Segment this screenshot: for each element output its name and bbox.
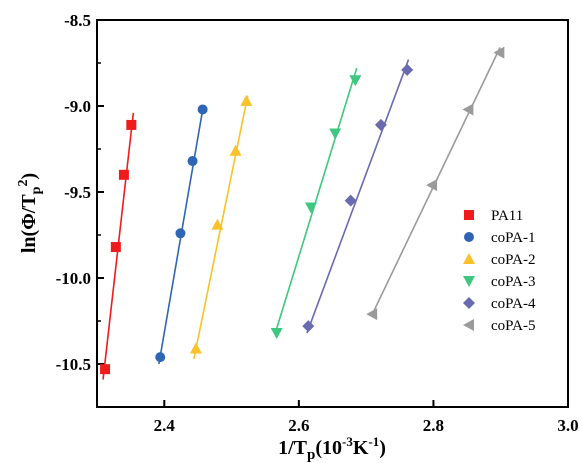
y-axis-title-main: ln(Φ/T bbox=[18, 194, 40, 253]
x-tick-label-1: 2.6 bbox=[288, 416, 309, 435]
point-pa11-3 bbox=[126, 119, 137, 130]
point-pa11-2 bbox=[118, 169, 129, 180]
point-copa-3-0 bbox=[270, 328, 283, 340]
x-axis-title-unit: (10 bbox=[315, 437, 342, 459]
y-axis-title: ln(Φ/Tp2) bbox=[16, 173, 44, 253]
legend: PA11 coPA-1 coPA-2 coPA-3 coPA-4 coPA-5 bbox=[463, 208, 536, 334]
point-pa11-1 bbox=[110, 242, 121, 253]
point-copa-1-2 bbox=[187, 156, 198, 167]
legend-label-copa-4: coPA-4 bbox=[491, 296, 536, 312]
x-axis-title-unit-sup: -3 bbox=[342, 434, 353, 449]
y-tick-label-0: -8.5 bbox=[64, 11, 91, 30]
y-axis-title-sub: p bbox=[29, 186, 44, 194]
plot-frame bbox=[96, 19, 569, 408]
point-pa11-0 bbox=[100, 364, 111, 375]
point-copa-2-0 bbox=[189, 342, 202, 354]
point-copa-1-0 bbox=[155, 352, 166, 363]
legend-marker-copa-2 bbox=[463, 253, 475, 264]
legend-label-copa-3: coPA-3 bbox=[491, 274, 535, 290]
x-axis-title-close: ) bbox=[379, 437, 386, 459]
y-axis-title-close: ) bbox=[18, 173, 40, 180]
point-copa-4-0 bbox=[302, 320, 315, 333]
point-copa-4-2 bbox=[374, 118, 387, 131]
point-copa-3-2 bbox=[329, 128, 342, 140]
legend-label-pa11: PA11 bbox=[491, 208, 523, 224]
point-copa-1-1 bbox=[175, 228, 186, 239]
y-tick-label-4: -10.5 bbox=[56, 355, 91, 374]
legend-marker-copa-1 bbox=[464, 232, 474, 242]
fit-line-copa-3 bbox=[274, 67, 358, 334]
point-copa-5-2 bbox=[462, 103, 474, 116]
point-copa-2-1 bbox=[211, 218, 224, 230]
x-axis-title-main: 1/T bbox=[278, 437, 308, 459]
legend-label-copa-5: coPA-5 bbox=[491, 318, 535, 334]
point-copa-2-3 bbox=[240, 94, 253, 106]
y-tick-label-1: -9.0 bbox=[64, 97, 91, 116]
x-tick-label-2: 2.8 bbox=[423, 416, 444, 435]
x-tick-label-3: 3.0 bbox=[557, 416, 578, 435]
fit-line-copa-4 bbox=[306, 59, 410, 334]
x-axis-title-unit-tail-sup: -1 bbox=[368, 434, 379, 449]
legend-label-copa-2: coPA-2 bbox=[491, 252, 535, 268]
point-copa-2-2 bbox=[229, 144, 242, 156]
point-copa-1-3 bbox=[197, 104, 208, 115]
legend-marker-copa-5 bbox=[463, 319, 474, 331]
point-copa-3-1 bbox=[304, 202, 317, 214]
y-tick-label-2: -9.5 bbox=[64, 183, 91, 202]
legend-label-copa-1: coPA-1 bbox=[491, 230, 535, 246]
point-copa-5-3 bbox=[493, 46, 505, 59]
x-tick-label-0: 2.4 bbox=[154, 416, 176, 435]
point-copa-5-0 bbox=[366, 308, 378, 321]
y-tick-label-3: -10.0 bbox=[56, 269, 91, 288]
point-copa-3-3 bbox=[349, 75, 362, 87]
point-copa-4-3 bbox=[401, 63, 414, 76]
x-axis-title-sub: p bbox=[307, 447, 315, 463]
point-copa-5-1 bbox=[426, 179, 438, 192]
y-axis-title-sup: 2 bbox=[16, 180, 31, 187]
x-axis-title: 1/Tp(10-3K-1) bbox=[278, 434, 386, 463]
legend-marker-copa-4 bbox=[463, 297, 475, 309]
x-axis-title-unit-tail: K bbox=[353, 437, 369, 459]
legend-marker-copa-3 bbox=[463, 276, 475, 287]
legend-marker-pa11 bbox=[464, 210, 474, 220]
point-copa-4-1 bbox=[344, 194, 357, 207]
